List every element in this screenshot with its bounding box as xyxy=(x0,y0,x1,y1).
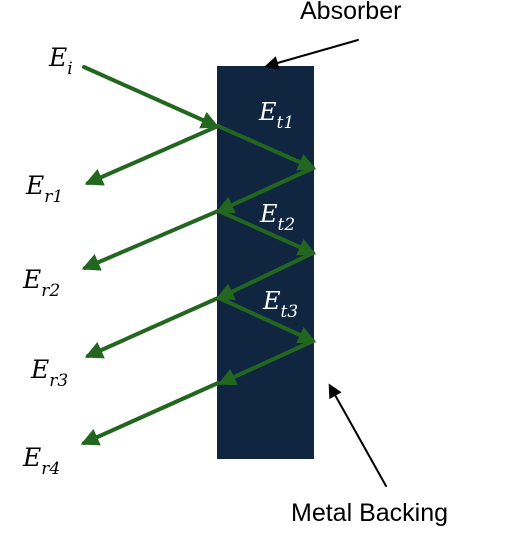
reflected-ray-r3 xyxy=(88,298,218,356)
incident-ray xyxy=(84,67,216,126)
reflected-ray-r1 xyxy=(88,126,218,183)
reflected-label-r3: Er3 xyxy=(30,355,68,391)
reflected-label-r2: Er2 xyxy=(22,265,60,301)
metal-backing-pointer-arrow xyxy=(330,386,386,486)
reflected-ray-r4 xyxy=(84,383,218,443)
metal-backing-label: Metal Backing xyxy=(291,499,448,527)
absorber-label: Absorber xyxy=(300,0,401,25)
reflected-label-r1: Er1 xyxy=(25,171,63,207)
incident-label: Ei xyxy=(48,43,73,79)
reflected-label-r4: Er4 xyxy=(22,443,60,479)
reflected-ray-r2 xyxy=(85,211,218,268)
absorber-pointer-arrow xyxy=(267,40,358,66)
